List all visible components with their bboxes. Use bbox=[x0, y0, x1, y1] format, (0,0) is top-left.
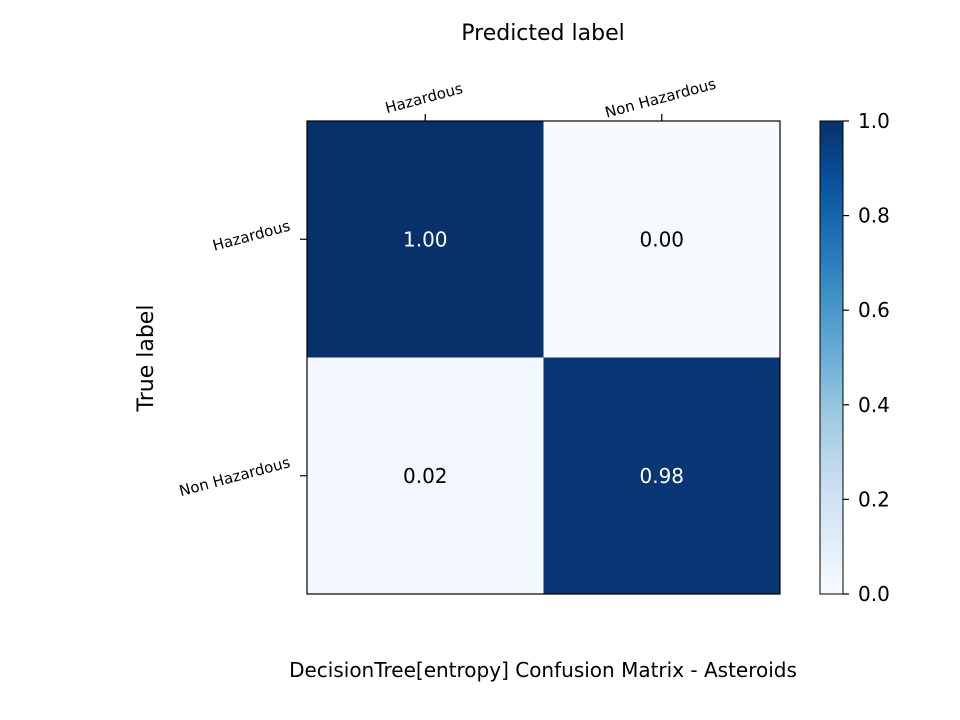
heatmap-cell-0-0 bbox=[307, 121, 544, 358]
x-axis-label: Predicted label bbox=[461, 21, 624, 46]
colorbar-tick-label: 1.0 bbox=[858, 109, 890, 133]
heatmap-cell-labels: 1.00 0.00 0.02 0.98 bbox=[403, 227, 684, 488]
cell-value-label-0-1: 0.00 bbox=[639, 227, 684, 251]
y-tick-label: Non Hazardous bbox=[177, 453, 292, 500]
colorbar-tick-label: 0.0 bbox=[858, 582, 890, 606]
y-axis-label: True label bbox=[134, 305, 159, 413]
y-tick-label: Hazardous bbox=[211, 217, 293, 255]
colorbar-tick-label: 0.4 bbox=[858, 393, 890, 417]
cell-value-label-0-0: 1.00 bbox=[403, 227, 448, 251]
plot-frame bbox=[306, 120, 781, 595]
x-tick-label: Non Hazardous bbox=[603, 75, 718, 122]
y-axis-ticks: Hazardous Non Hazardous bbox=[177, 217, 307, 500]
colorbar-tick-label: 0.6 bbox=[858, 298, 890, 322]
colorbar bbox=[819, 120, 844, 595]
heatmap-cell-1-1 bbox=[543, 357, 781, 595]
colorbar-tick-label: 0.8 bbox=[858, 204, 890, 228]
cell-value-label-1-0: 0.02 bbox=[403, 464, 448, 488]
heatmap-cell-0-1 bbox=[543, 121, 781, 358]
colorbar-tick-label: 0.2 bbox=[858, 487, 890, 511]
chart-title: DecisionTree[entropy] Confusion Matrix -… bbox=[289, 658, 797, 682]
x-tick-label: Hazardous bbox=[383, 79, 465, 117]
heatmap-cell-1-0 bbox=[307, 357, 544, 595]
cell-value-label-1-1: 0.98 bbox=[639, 464, 684, 488]
x-axis-ticks: Hazardous Non Hazardous bbox=[383, 75, 718, 122]
heatmap-cells bbox=[307, 121, 781, 595]
colorbar-ticks: 0.0 0.2 0.4 0.6 0.8 1.0 bbox=[843, 109, 890, 606]
